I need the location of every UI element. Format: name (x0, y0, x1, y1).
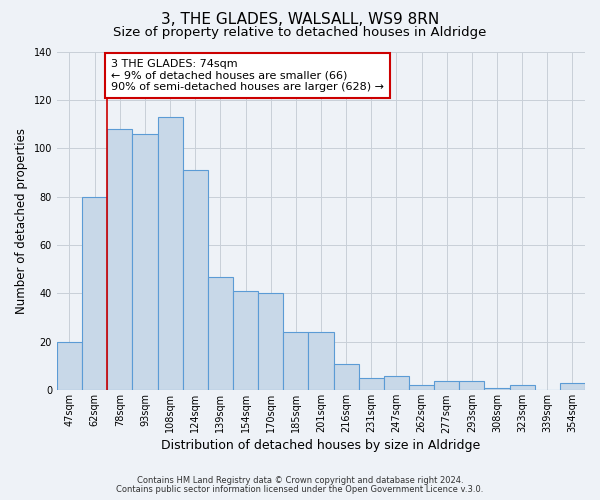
Bar (133, 134, 158, 390)
Bar (233, 291, 258, 390)
Text: Contains HM Land Registry data © Crown copyright and database right 2024.: Contains HM Land Registry data © Crown c… (137, 476, 463, 485)
Bar (359, 378, 384, 390)
Bar (308, 332, 334, 390)
Bar (509, 386, 535, 390)
Text: 3, THE GLADES, WALSALL, WS9 8RN: 3, THE GLADES, WALSALL, WS9 8RN (161, 12, 439, 28)
Text: Contains public sector information licensed under the Open Government Licence v.: Contains public sector information licen… (116, 485, 484, 494)
X-axis label: Distribution of detached houses by size in Aldridge: Distribution of detached houses by size … (161, 440, 481, 452)
Bar (334, 364, 359, 390)
Bar (283, 332, 308, 390)
Bar (560, 383, 585, 390)
Text: 3 THE GLADES: 74sqm
← 9% of detached houses are smaller (66)
90% of semi-detache: 3 THE GLADES: 74sqm ← 9% of detached hou… (111, 59, 384, 92)
Y-axis label: Number of detached properties: Number of detached properties (15, 128, 28, 314)
Bar (409, 386, 434, 390)
Bar (384, 376, 409, 390)
Bar (107, 129, 133, 390)
Bar (484, 388, 509, 390)
Bar (158, 117, 182, 390)
Bar (258, 294, 283, 390)
Bar (82, 196, 107, 390)
Bar (182, 170, 208, 390)
Bar (459, 380, 484, 390)
Bar (208, 276, 233, 390)
Bar (57, 342, 82, 390)
Text: Size of property relative to detached houses in Aldridge: Size of property relative to detached ho… (113, 26, 487, 39)
Bar (434, 380, 459, 390)
